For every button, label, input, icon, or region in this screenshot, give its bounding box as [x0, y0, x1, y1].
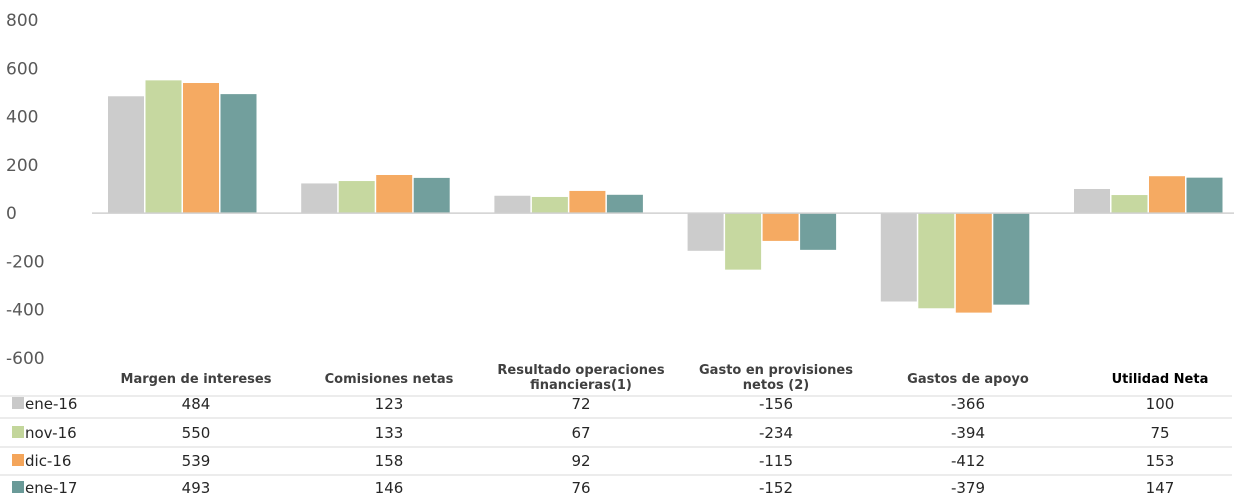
- data-label: 493: [182, 479, 211, 497]
- data-label: 158: [375, 452, 404, 470]
- bar-nov-16-5: [1111, 195, 1148, 214]
- bar-ene-16-0: [108, 96, 144, 214]
- legend-swatch: [12, 481, 24, 493]
- category-label: Gasto en provisiones: [699, 363, 853, 378]
- bar-ene-16-3: [687, 213, 724, 251]
- y-tick-label: -200: [6, 252, 45, 272]
- legend-label: dic-16: [25, 452, 71, 470]
- data-label: -115: [759, 452, 793, 470]
- y-tick-label: 0: [6, 204, 17, 224]
- data-label: 484: [182, 395, 211, 413]
- category-label: financieras(1): [530, 378, 632, 393]
- category-labels: Margen de intereses Comisiones netas Resul…: [121, 363, 1209, 393]
- bar-ene-17-0: [220, 94, 257, 214]
- category-label: Gastos de apoyo: [907, 372, 1029, 387]
- y-tick-label: -600: [6, 349, 45, 369]
- data-label: 153: [1146, 452, 1175, 470]
- legend-label: nov-16: [25, 424, 77, 442]
- y-tick-label: 800: [6, 11, 38, 31]
- category-label: Comisiones netas: [325, 372, 454, 387]
- legend-label: ene-16: [25, 395, 77, 413]
- data-label: 67: [571, 424, 590, 442]
- data-table: ene-16 484 123 72 -156 -366 100 nov-16 550 133 67 -…: [0, 395, 1232, 497]
- data-label: -234: [759, 424, 793, 442]
- data-label: -394: [951, 424, 985, 442]
- data-label: 92: [571, 452, 590, 470]
- bar-dic-16-0: [183, 83, 219, 214]
- bar-ene-17-1: [413, 177, 450, 214]
- bar-nov-16-4: [918, 213, 955, 309]
- data-label: -412: [951, 452, 985, 470]
- category-label: Utilidad Neta: [1112, 372, 1209, 387]
- data-label: 100: [1146, 395, 1175, 413]
- bar-dic-16-4: [955, 213, 992, 313]
- bar-ene-17-3: [800, 213, 837, 250]
- y-tick-label: 600: [6, 59, 38, 79]
- bar-nov-16-2: [531, 196, 568, 214]
- category-label: netos (2): [743, 378, 809, 393]
- category-label: Resultado operaciones: [497, 363, 664, 378]
- data-label: 123: [375, 395, 404, 413]
- bar-ene-16-5: [1074, 189, 1110, 214]
- data-label: 72: [571, 395, 590, 413]
- legend-label: ene-17: [25, 479, 77, 497]
- category-label: Margen de intereses: [121, 372, 272, 387]
- bar-nov-16-3: [725, 213, 762, 270]
- legend-swatch: [12, 397, 24, 409]
- y-tick-label: -400: [6, 301, 45, 321]
- data-label: 550: [182, 424, 211, 442]
- data-label: 75: [1150, 424, 1169, 442]
- bar-dic-16-2: [569, 190, 606, 214]
- data-label: -379: [951, 479, 985, 497]
- bar-dic-16-5: [1149, 176, 1185, 214]
- data-label: -366: [951, 395, 985, 413]
- bar-ene-17-4: [993, 213, 1030, 305]
- data-label: 133: [375, 424, 404, 442]
- bar-ene-17-5: [1186, 177, 1223, 214]
- bar-ene-17-2: [606, 194, 643, 214]
- bar-nov-16-1: [338, 181, 375, 214]
- bar-ene-16-4: [880, 213, 917, 302]
- legend-swatch: [12, 454, 24, 466]
- data-label: 146: [375, 479, 404, 497]
- data-label: -152: [759, 479, 793, 497]
- data-label: -156: [759, 395, 793, 413]
- bar-ene-16-2: [494, 195, 531, 214]
- data-label: 147: [1146, 479, 1175, 497]
- bar-dic-16-3: [762, 213, 799, 241]
- y-tick-label: 400: [6, 108, 38, 128]
- data-label: 76: [571, 479, 590, 497]
- y-axis-ticks: 800 600 400 200 0 -200 -400 -600: [6, 11, 45, 369]
- data-label: 539: [182, 452, 211, 470]
- bars: [108, 80, 1223, 313]
- bar-nov-16-0: [145, 80, 182, 214]
- bar-ene-16-1: [301, 183, 338, 214]
- y-tick-label: 200: [6, 156, 38, 176]
- bar-dic-16-1: [376, 174, 413, 214]
- legend-swatch: [12, 426, 24, 438]
